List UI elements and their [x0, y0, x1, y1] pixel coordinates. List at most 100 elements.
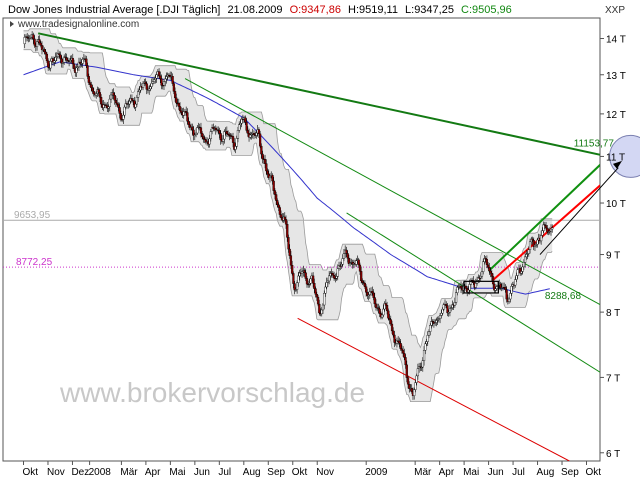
candle-body: [332, 274, 336, 279]
header-close: C:9505,96: [461, 4, 512, 16]
candle: [119, 110, 122, 122]
candle: [316, 294, 320, 307]
candle-body: [521, 266, 524, 272]
candle-body: [384, 303, 387, 306]
candle: [413, 387, 416, 400]
candle-body: [483, 258, 486, 262]
candle-body: [294, 289, 297, 291]
candle: [320, 307, 323, 317]
candle-body: [217, 129, 220, 131]
candle-body: [51, 58, 55, 63]
candle-body: [178, 106, 182, 112]
candle-body: [56, 53, 60, 57]
candle-body: [420, 366, 423, 369]
candle-body: [315, 293, 318, 298]
candle-body: [429, 325, 432, 332]
candle: [345, 246, 348, 257]
candle-body: [373, 297, 376, 305]
candle: [75, 64, 78, 78]
trendline-red-target: [492, 184, 600, 281]
candle: [292, 271, 295, 289]
candle-body: [250, 133, 253, 136]
candle-body: [169, 74, 172, 77]
candle-body: [45, 53, 49, 62]
candle-body: [204, 139, 208, 143]
candle-body: [104, 104, 108, 106]
candle-body: [175, 97, 178, 104]
candle-body: [374, 303, 378, 308]
candle: [165, 72, 168, 84]
candle: [61, 57, 65, 68]
candle: [91, 84, 94, 94]
candle-body: [453, 302, 456, 306]
candle-body: [546, 227, 549, 233]
candle-body: [434, 322, 437, 324]
candle-body: [69, 60, 72, 62]
candle-body: [416, 368, 419, 377]
candle-body: [192, 129, 195, 136]
candle: [291, 260, 294, 276]
candle-body: [43, 49, 46, 53]
candle-body: [186, 112, 189, 122]
instrument-title: Dow Jones Industrial Average [.DJI Tägli…: [8, 4, 220, 16]
candle-body: [180, 110, 183, 113]
candle: [398, 337, 401, 348]
candle: [263, 154, 267, 169]
candle: [441, 307, 444, 316]
candle: [480, 267, 484, 280]
candle: [424, 341, 427, 355]
candle-body: [300, 271, 304, 274]
candle-body: [402, 350, 405, 354]
candle-body: [278, 207, 281, 215]
candle: [144, 78, 147, 86]
candle: [222, 135, 225, 146]
candle: [277, 202, 280, 211]
candle: [43, 47, 46, 55]
candle: [26, 33, 29, 42]
x-tick-label: 2008: [89, 467, 112, 478]
candle-body: [447, 312, 450, 314]
candle-body: [223, 131, 226, 140]
x-tick-label: 2009: [365, 467, 388, 478]
candle: [202, 133, 205, 143]
candle-body: [441, 308, 444, 314]
trendline-major-downtrend: [37, 32, 600, 156]
candle: [454, 289, 458, 305]
candle-body: [296, 282, 299, 290]
candle-body: [456, 287, 459, 293]
candle: [58, 51, 61, 58]
candle: [72, 59, 76, 72]
candle: [289, 250, 293, 269]
candle: [494, 286, 497, 294]
candle: [177, 98, 180, 110]
x-tick-label: Jun: [194, 467, 210, 478]
candle: [120, 115, 124, 123]
x-tick-label: Aug: [243, 467, 261, 478]
candle-body: [504, 287, 507, 290]
candle-body: [75, 67, 78, 73]
candle-body: [120, 119, 124, 121]
candle-body: [284, 219, 288, 225]
candle-body: [122, 114, 125, 120]
candle-body: [459, 285, 463, 289]
candle: [214, 125, 217, 135]
candle: [160, 74, 163, 90]
candle-body: [382, 308, 385, 316]
candle-body: [154, 77, 157, 80]
candle: [135, 94, 138, 107]
candle-body: [113, 94, 116, 101]
candle-body: [171, 76, 174, 84]
candle-body: [144, 81, 147, 84]
candle: [35, 39, 39, 51]
candle-body: [153, 79, 156, 82]
candle: [180, 107, 183, 116]
consolidation-box: [463, 280, 499, 294]
candle-body: [421, 360, 424, 368]
candle-body: [259, 133, 262, 147]
candle: [171, 73, 174, 86]
candle: [153, 76, 156, 84]
candle: [450, 305, 453, 312]
candle: [90, 81, 93, 92]
candle-body: [135, 97, 138, 105]
candle-body: [127, 103, 130, 106]
